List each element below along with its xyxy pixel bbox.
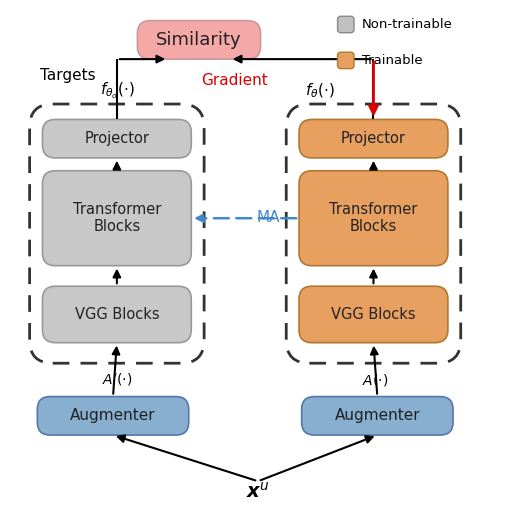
Text: Targets: Targets: [40, 68, 95, 83]
Text: $A'(\cdot)$: $A'(\cdot)$: [102, 372, 132, 388]
Text: Transformer
Blocks: Transformer Blocks: [73, 202, 161, 234]
FancyBboxPatch shape: [37, 397, 189, 435]
Text: VGG Blocks: VGG Blocks: [74, 307, 159, 322]
Text: Trainable: Trainable: [362, 54, 422, 67]
Text: Augmenter: Augmenter: [70, 408, 156, 423]
FancyBboxPatch shape: [337, 52, 354, 69]
Text: $f_{\theta}(\cdot)$: $f_{\theta}(\cdot)$: [305, 82, 334, 101]
FancyBboxPatch shape: [302, 397, 453, 435]
Text: MA: MA: [257, 211, 281, 225]
FancyBboxPatch shape: [299, 286, 448, 343]
FancyBboxPatch shape: [42, 286, 191, 343]
Text: Transformer
Blocks: Transformer Blocks: [329, 202, 417, 234]
Text: Gradient: Gradient: [202, 73, 268, 88]
FancyBboxPatch shape: [42, 119, 191, 158]
FancyBboxPatch shape: [299, 119, 448, 158]
Text: $f_{\theta_o}(\cdot)$: $f_{\theta_o}(\cdot)$: [100, 81, 134, 102]
FancyBboxPatch shape: [337, 17, 354, 33]
FancyBboxPatch shape: [137, 21, 261, 59]
Text: Projector: Projector: [341, 131, 406, 146]
Text: VGG Blocks: VGG Blocks: [331, 307, 416, 322]
Text: Similarity: Similarity: [156, 31, 242, 49]
FancyBboxPatch shape: [299, 171, 448, 266]
FancyBboxPatch shape: [42, 171, 191, 266]
Text: $A(\cdot)$: $A(\cdot)$: [362, 372, 388, 388]
Text: Augmenter: Augmenter: [334, 408, 420, 423]
Text: $\boldsymbol{x}^u$: $\boldsymbol{x}^u$: [246, 481, 270, 502]
Text: Projector: Projector: [84, 131, 149, 146]
Text: Non-trainable: Non-trainable: [362, 18, 453, 31]
